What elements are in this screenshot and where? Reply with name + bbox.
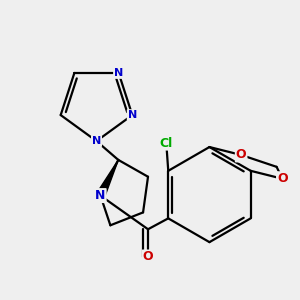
- Text: N: N: [114, 68, 123, 78]
- Text: Cl: Cl: [160, 136, 173, 150]
- Text: N: N: [95, 189, 106, 202]
- Text: N: N: [92, 136, 101, 146]
- Text: O: O: [236, 148, 247, 161]
- Text: N: N: [128, 110, 137, 120]
- Text: O: O: [143, 250, 153, 263]
- Polygon shape: [97, 160, 118, 198]
- Text: O: O: [277, 172, 288, 185]
